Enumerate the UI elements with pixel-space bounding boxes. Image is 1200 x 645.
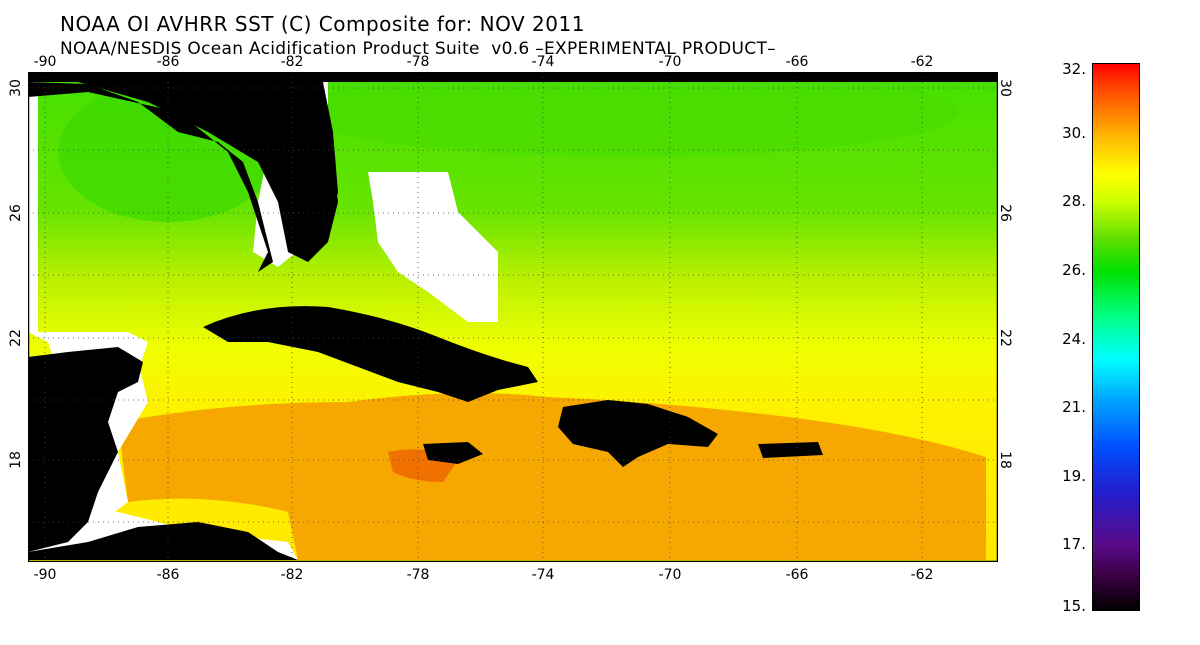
land-southeast-us	[28, 72, 998, 262]
x-tick-bottom: -66	[785, 567, 809, 583]
y-tick-right: 26	[996, 204, 1013, 222]
y-tick-right: 30	[996, 79, 1013, 97]
colorbar-label: 17.	[1062, 535, 1086, 553]
colorbar-label: 19.	[1062, 467, 1086, 485]
caribbean-warm-zone	[118, 393, 986, 560]
y-tick-left: 30	[7, 79, 24, 97]
grid-lines	[28, 72, 998, 562]
colorbar-label: 21.	[1062, 398, 1086, 416]
colorbar-label: 32.	[1062, 60, 1086, 78]
land-cuba	[203, 306, 538, 402]
land-jamaica	[423, 442, 483, 464]
x-tick-top: -86	[156, 54, 180, 70]
y-tick-left: 18	[7, 451, 24, 469]
colorbar-label: 24.	[1062, 330, 1086, 348]
x-tick-top: -74	[531, 54, 555, 70]
colorbar-label: 28.	[1062, 192, 1086, 210]
x-tick-bottom: -82	[280, 567, 304, 583]
y-tick-right: 22	[996, 329, 1013, 347]
land-central-america	[28, 522, 298, 560]
sst-map	[28, 72, 998, 562]
x-tick-bottom: -78	[406, 567, 430, 583]
y-tick-left: 22	[7, 329, 24, 347]
x-tick-bottom: -62	[910, 567, 934, 583]
land-puerto-rico	[758, 442, 823, 458]
x-tick-top: -78	[406, 54, 430, 70]
colorbar-label: 30.	[1062, 124, 1086, 142]
x-tick-bottom: -74	[531, 567, 555, 583]
map-subtitle: NOAA/NESDIS Ocean Acidification Product …	[60, 39, 776, 59]
x-tick-bottom: -90	[33, 567, 57, 583]
y-tick-left: 26	[7, 204, 24, 222]
sst-colorbar	[1092, 63, 1140, 611]
colorbar-label: 15.	[1062, 597, 1086, 615]
x-tick-top: -62	[910, 54, 934, 70]
x-tick-top: -70	[658, 54, 682, 70]
land-mexico	[28, 347, 143, 552]
x-tick-top: -66	[785, 54, 809, 70]
no-data-gulf-west-edge	[28, 82, 38, 332]
land-florida	[283, 82, 338, 252]
no-data-bahamas	[368, 172, 498, 322]
y-tick-right: 18	[996, 451, 1013, 469]
land-hispaniola	[558, 400, 718, 467]
atlantic-cool-patch	[298, 72, 958, 157]
x-tick-top: -90	[33, 54, 57, 70]
x-tick-bottom: -70	[658, 567, 682, 583]
x-tick-top: -82	[280, 54, 304, 70]
colorbar-label: 26.	[1062, 261, 1086, 279]
map-title: NOAA OI AVHRR SST (C) Composite for: NOV…	[60, 12, 585, 36]
map-border	[28, 72, 998, 562]
x-tick-bottom: -86	[156, 567, 180, 583]
